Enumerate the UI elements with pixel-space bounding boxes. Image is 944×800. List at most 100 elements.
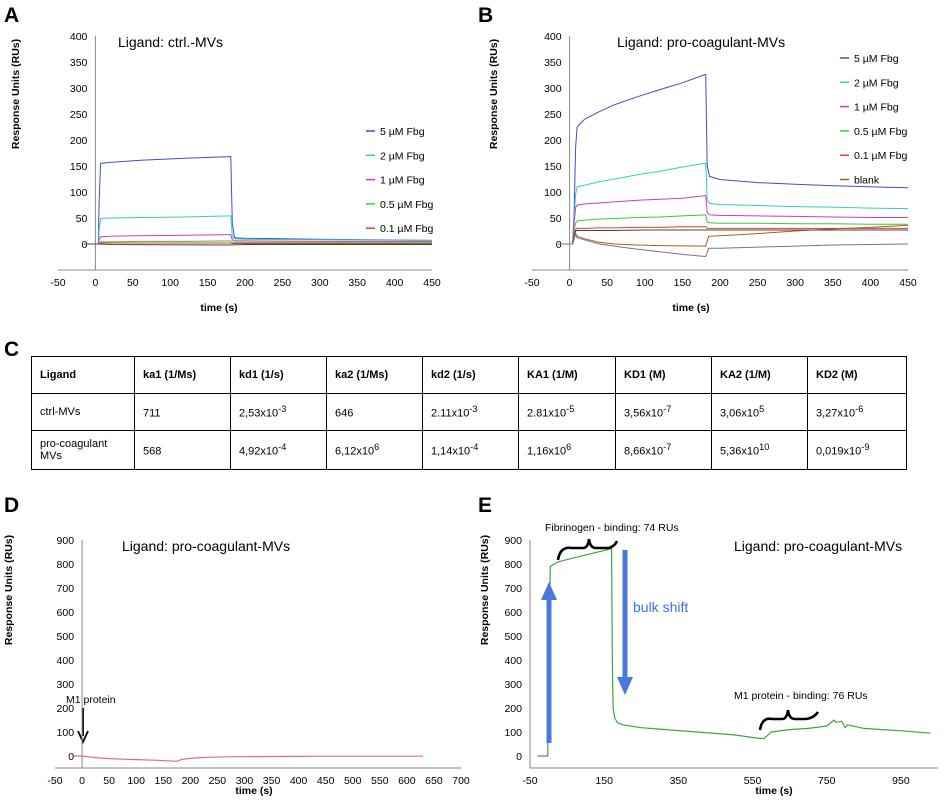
table-cell: 3,56x10-7 — [615, 393, 712, 431]
table-header-cell: kd1 (1/s) — [230, 356, 327, 394]
y-tick-label: 200 — [70, 135, 88, 147]
table-cell-value: 8,66x10 — [624, 445, 664, 458]
x-tick-label: 400 — [386, 277, 404, 289]
x-tick-label: 0 — [92, 277, 98, 289]
table-row: pro-coagulant MVs 568 4,92x10-4 6,12x106… — [31, 430, 907, 470]
chart-a-xlabel: time (s) — [200, 302, 237, 314]
table-cell: 568 — [134, 430, 231, 470]
table-cell: 3,27x10-6 — [807, 393, 907, 431]
chart-a-title: Ligand: ctrl.-MVs — [118, 34, 223, 50]
table-cell-exponent: -3 — [278, 404, 287, 415]
table-cell: 2,53x10-3 — [230, 393, 327, 431]
y-tick-label: 50 — [76, 213, 88, 225]
table-cell: 711 — [134, 393, 231, 431]
y-tick-label: 100 — [70, 187, 88, 199]
x-tick-label: 50 — [127, 277, 139, 289]
table-cell-value: 3,06x10 — [720, 407, 760, 420]
legend-entry: 1 µM Fbg — [380, 175, 425, 187]
x-tick-label: 150 — [199, 277, 217, 289]
table-cell: 4,92x10-4 — [230, 430, 327, 470]
x-tick-label: -50 — [50, 277, 65, 289]
legend-entry: 0.1 µM Fbg — [380, 223, 433, 235]
table-cell-exponent: -7 — [663, 404, 672, 415]
panel-letter-a: A — [4, 4, 20, 27]
x-tick-label: 450 — [423, 277, 441, 289]
table-cell-value: 2,53x10 — [239, 407, 279, 420]
series-line-3 — [84, 240, 432, 245]
chart-a-ylabel: Response Units (RUs) — [10, 39, 22, 149]
table-cell: 5,36x1010 — [711, 430, 808, 470]
y-tick-label: 300 — [70, 83, 88, 95]
table-header-cell: KD1 (M) — [615, 356, 712, 394]
table-cell-value: 1,16x10 — [527, 445, 567, 458]
series-line-2 — [84, 234, 432, 245]
table-row: ctrl-MVs 711 2,53x10-3 646 2.11x10-3 2.8… — [31, 393, 907, 431]
table-cell-value: 2.81x10 — [527, 407, 567, 420]
table-cell-ligand: pro-coagulant MVs — [31, 430, 135, 470]
table-cell-value: 2.11x10 — [431, 407, 470, 420]
table-header-cell: KA2 (1/M) — [711, 356, 808, 394]
table-cell: 8,66x10-7 — [615, 430, 712, 470]
table-cell-value: 6,12x10 — [335, 445, 375, 458]
panel-letter-c: C — [4, 338, 20, 361]
table-cell: 3,06x105 — [711, 393, 808, 431]
kinetics-table: Ligand ka1 (1/Ms) kd1 (1/s) ka2 (1/Ms) k… — [31, 356, 907, 470]
table-header-cell: kd2 (1/s) — [422, 356, 519, 394]
y-tick-label: 150 — [70, 161, 88, 173]
table-cell: 1,14x10-4 — [422, 430, 519, 470]
y-tick-label: 250 — [70, 109, 88, 121]
table-cell: 2.11x10-3 — [422, 393, 519, 431]
series-line-1 — [84, 215, 433, 245]
table-cell: 646 — [326, 393, 423, 431]
table-cell-value: 568 — [143, 445, 162, 458]
table-cell-exponent: -6 — [855, 404, 864, 415]
table-cell-ligand: ctrl-MVs — [31, 393, 135, 431]
table-cell-value: 646 — [335, 407, 354, 420]
table-cell-exponent: -3 — [469, 404, 478, 415]
table-cell-exponent: -7 — [663, 442, 672, 453]
y-tick-label: 400 — [70, 31, 88, 43]
x-tick-label: 300 — [311, 277, 329, 289]
table-cell-value: 711 — [143, 407, 161, 420]
table-cell-exponent: 5 — [759, 404, 765, 415]
table-header-cell: KD2 (M) — [807, 356, 907, 394]
table-cell-exponent: -4 — [470, 442, 479, 453]
table-cell-exponent: 6 — [374, 442, 380, 453]
series-line-0 — [84, 156, 433, 245]
legend-entry: 2 µM Fbg — [380, 150, 425, 162]
table-cell-value: 0,019x10 — [816, 445, 862, 458]
legend-entry: 0.5 µM Fbg — [380, 199, 433, 211]
table-cell: 2.81x10-5 — [518, 393, 616, 431]
table-cell-value: 3,27x10 — [816, 407, 856, 420]
table-cell-exponent: -9 — [861, 442, 870, 453]
table-cell-value: 1,14x10 — [431, 445, 471, 458]
panel-letter-e: E — [478, 494, 493, 517]
table-cell-value: 5,36x10 — [720, 445, 760, 458]
panel-letter-b: B — [478, 4, 494, 27]
table-cell-value: 4,92x10 — [239, 445, 279, 458]
legend-entry: 5 µM Fbg — [380, 126, 425, 138]
series-line-5 — [84, 243, 432, 246]
table-cell: 1,16x106 — [518, 430, 616, 470]
table-cell-exponent: 6 — [566, 442, 572, 453]
table-cell-exponent: -4 — [278, 442, 287, 453]
x-tick-label: 100 — [161, 277, 179, 289]
table-cell-value: 3,56x10 — [624, 407, 664, 420]
series-line-4 — [84, 242, 432, 245]
y-tick-label: 0 — [82, 239, 88, 251]
table-header-row: Ligand ka1 (1/Ms) kd1 (1/s) ka2 (1/Ms) k… — [31, 356, 907, 394]
table-cell: 0,019x10-9 — [807, 430, 907, 470]
x-tick-label: 250 — [274, 277, 292, 289]
table-cell: 6,12x106 — [326, 430, 423, 470]
table-header-cell: ka1 (1/Ms) — [134, 356, 231, 394]
x-tick-label: 350 — [348, 277, 366, 289]
table-cell-exponent: 10 — [759, 442, 770, 453]
table-header-cell: Ligand — [31, 356, 135, 394]
table-header-cell: KA1 (1/M) — [518, 356, 616, 394]
table-cell-exponent: -5 — [566, 404, 575, 415]
table-header-cell: ka2 (1/Ms) — [326, 356, 423, 394]
x-tick-label: 200 — [236, 277, 254, 289]
panel-letter-d: D — [4, 494, 20, 517]
y-tick-label: 350 — [70, 57, 88, 69]
